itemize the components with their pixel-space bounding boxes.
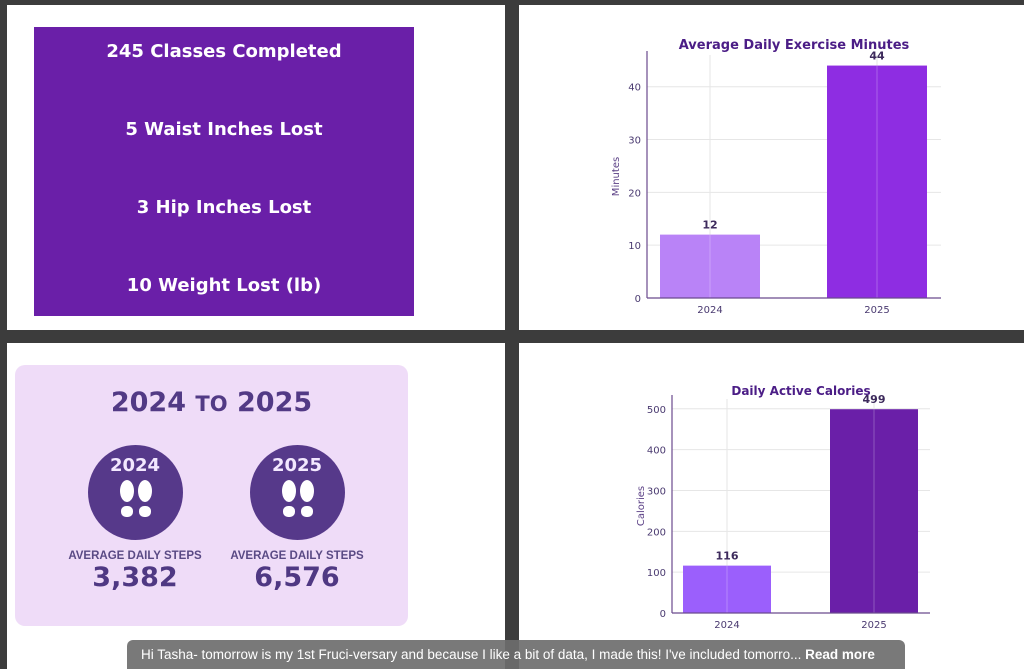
- y-axis-label: Calories: [636, 486, 647, 526]
- steps-title: 2024 TO 2025: [110, 387, 313, 418]
- steps-panel: 2024 TO 2025 2024 AVERAGE DAILY STEPS 3,…: [7, 343, 505, 669]
- read-more-link[interactable]: Read more: [805, 647, 875, 662]
- steps-2024: 2024 AVERAGE DAILY STEPS 3,382: [65, 445, 205, 593]
- stat-weight: 10 Weight Lost (lb): [126, 275, 322, 296]
- y-axis-label: Minutes: [611, 157, 622, 196]
- caption-text: Hi Tasha- tomorrow is my 1st Fruci-versa…: [141, 647, 802, 662]
- data-label: 116: [716, 550, 739, 563]
- chart-title: Average Daily Exercise Minutes: [679, 38, 910, 53]
- bar-2024: [660, 234, 760, 298]
- data-label: 499: [863, 393, 886, 406]
- x-tick-label: 2024: [714, 620, 739, 631]
- y-tick-label: 10: [628, 241, 641, 252]
- data-label: 12: [702, 219, 717, 232]
- y-tick-label: 40: [628, 83, 641, 94]
- stat-classes: 245 Classes Completed: [106, 41, 342, 62]
- y-tick-label: 400: [647, 446, 666, 457]
- y-tick-label: 300: [647, 486, 666, 497]
- y-tick-label: 20: [628, 188, 641, 199]
- y-tick-label: 500: [647, 405, 666, 416]
- stat-hip: 3 Hip Inches Lost: [136, 197, 312, 218]
- steps-card: 2024 TO 2025 2024 AVERAGE DAILY STEPS 3,…: [15, 365, 408, 626]
- post-caption: Hi Tasha- tomorrow is my 1st Fruci-versa…: [127, 640, 905, 669]
- y-tick-label: 100: [647, 568, 666, 579]
- footprints-icon: [119, 480, 152, 517]
- bar-2025: [827, 65, 927, 298]
- y-tick-label: 0: [635, 294, 641, 305]
- calories-chart-panel: 0 100 200 300 400 500 116 2024 499 2025 Daily Acti…: [519, 343, 1024, 669]
- bar-2024: [683, 565, 771, 613]
- bar-2025: [830, 409, 918, 613]
- y-tick-label: 0: [660, 609, 666, 620]
- x-tick-label: 2025: [861, 620, 886, 631]
- x-tick-label: 2025: [864, 305, 889, 316]
- y-tick-label: 30: [628, 136, 641, 147]
- stats-card: 245 Classes Completed 5 Waist Inches Los…: [34, 27, 414, 316]
- steps-2025: 2025 AVERAGE DAILY STEPS 6,576: [227, 445, 367, 593]
- active-calories-chart: 0 100 200 300 400 500 116 2024 499 2025 Daily Acti…: [636, 384, 930, 631]
- exercise-chart-panel: 0 10 20 30 40 12 2024 44 2025 Average Daily Exerc…: [519, 5, 1024, 330]
- y-tick-label: 200: [647, 527, 666, 538]
- exercise-minutes-chart: 0 10 20 30 40 12 2024 44 2025 Average Daily Exerc…: [611, 38, 941, 316]
- footprints-icon: [281, 480, 314, 517]
- data-label: 44: [869, 50, 885, 63]
- stats-panel: 245 Classes Completed 5 Waist Inches Los…: [7, 5, 505, 330]
- steps-circle: 2025: [249, 445, 345, 540]
- stat-waist: 5 Waist Inches Lost: [125, 119, 323, 140]
- x-tick-label: 2024: [697, 305, 722, 316]
- chart-title: Daily Active Calories: [731, 384, 870, 398]
- steps-circle: 2024: [87, 445, 183, 540]
